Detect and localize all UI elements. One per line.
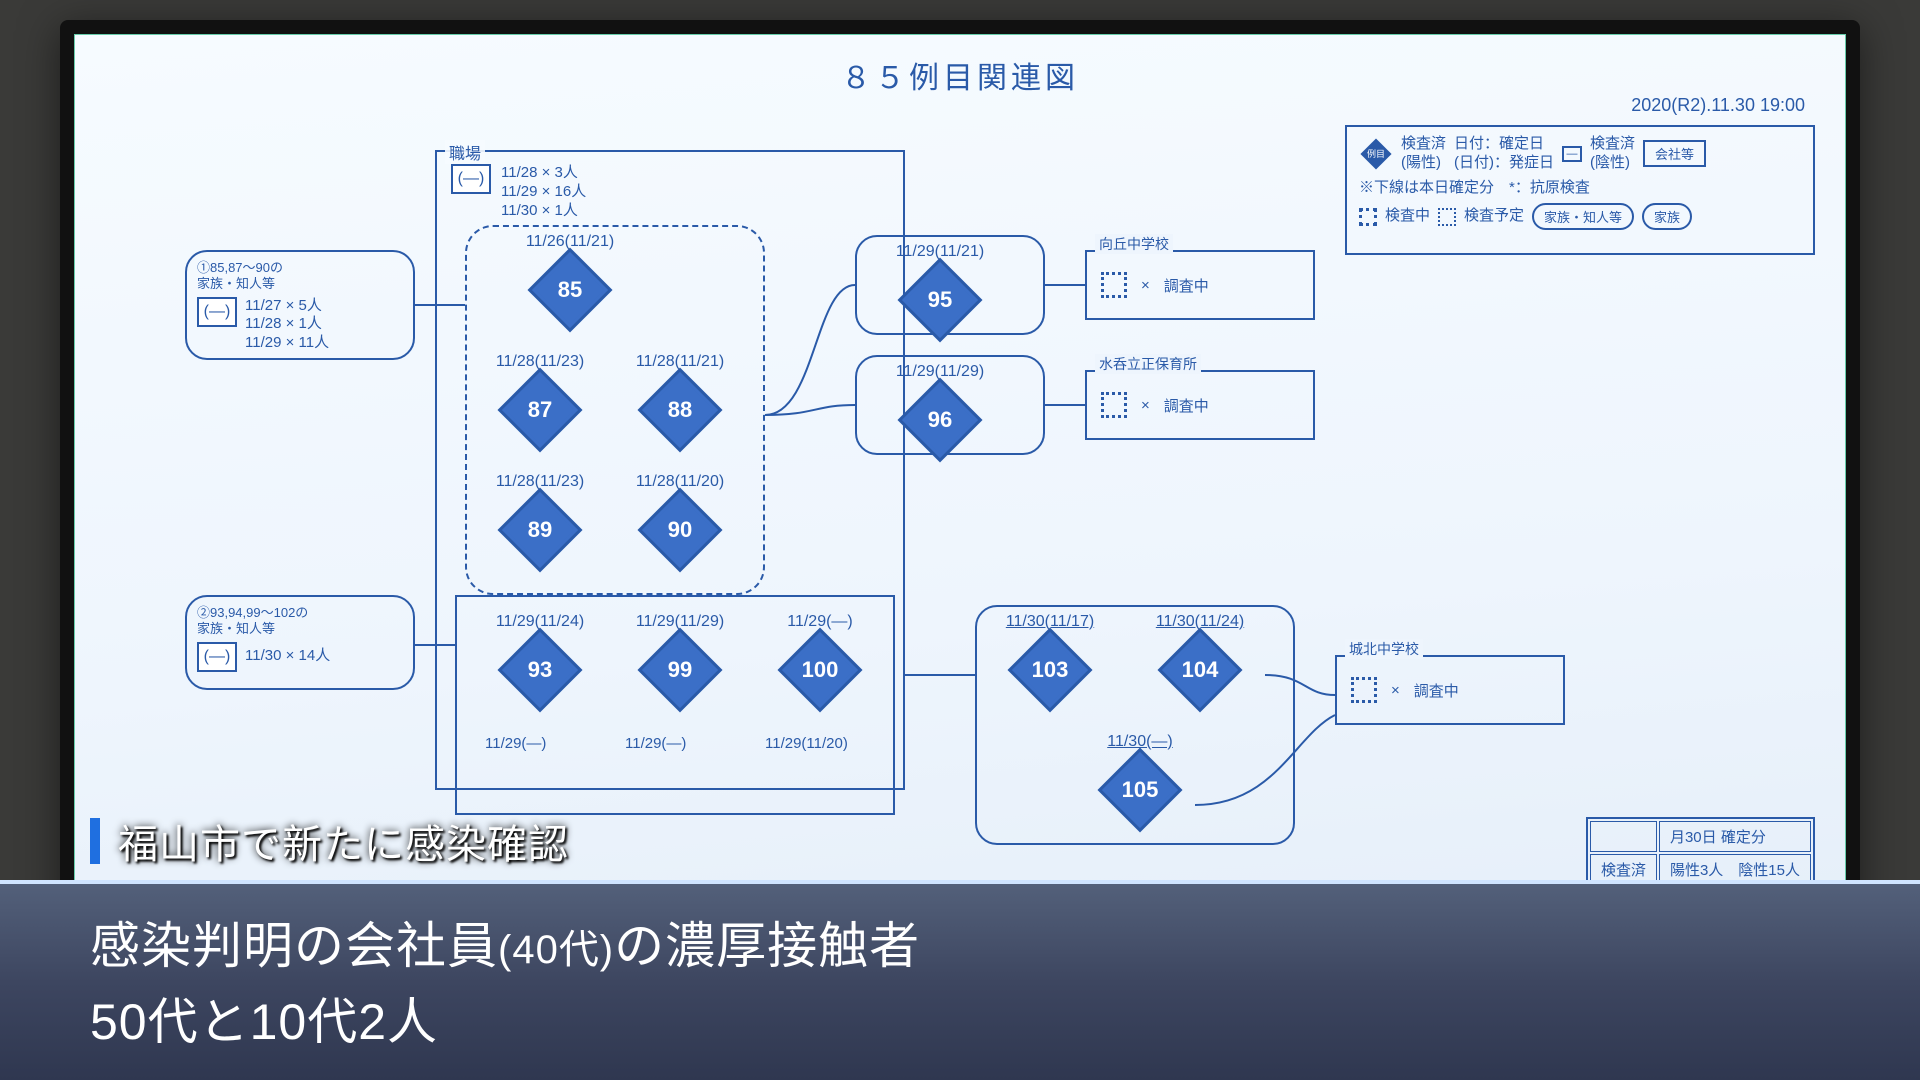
- case-104: 11/30(11/24)104: [1165, 635, 1235, 705]
- school-2-x: ×: [1391, 682, 1400, 699]
- case-89: 11/28(11/23)89: [505, 495, 575, 565]
- school-box-2: 城北中学校×調査中: [1335, 655, 1565, 725]
- case-105: 11/30(―)105: [1105, 755, 1175, 825]
- case-93-num: 93: [505, 657, 575, 683]
- news-tag-text: 福山市で新たに感染確認: [118, 812, 569, 870]
- case-90: 11/28(11/20)90: [645, 495, 715, 565]
- side-box-2: ②93,94,99～102の 家族・知人等 (―) 11/30 × 14人: [185, 595, 415, 690]
- case-99-num: 99: [645, 657, 715, 683]
- school-box-0: 向丘中学校×調査中: [1085, 250, 1315, 320]
- school-2-name: 城北中学校: [1345, 639, 1423, 659]
- school-1-icon: [1101, 392, 1127, 418]
- slide-timestamp: 2020(R2).11.30 19:00: [1631, 95, 1805, 116]
- news-line1-c: の濃厚接触者: [614, 918, 920, 974]
- workplace-neg-lines: 11/28 × 3人 11/29 × 16人 11/30 × 1人: [501, 164, 586, 220]
- case-103: 11/30(11/17)103: [1015, 635, 1085, 705]
- news-band: 感染判明の会社員(40代)の濃厚接触者 50代と10代2人: [0, 880, 1920, 1080]
- slide-title: ８５例目関連図: [75, 53, 1845, 97]
- school-box-1: 水呑立正保育所×調査中: [1085, 370, 1315, 440]
- case-96-num: 96: [905, 407, 975, 433]
- legend-scheduled-icon: [1438, 208, 1456, 226]
- stats-r1c2: 月30日 確定分: [1659, 821, 1811, 852]
- case-95-num: 95: [905, 287, 975, 313]
- legend-note: ※下線は本日確定分 *：抗原検査: [1359, 179, 1590, 198]
- side-box-1-lines: 11/27 × 5人 11/28 × 1人 11/29 × 11人: [245, 297, 329, 353]
- legend-scheduled-label: 検査予定: [1464, 207, 1524, 226]
- case-103-num: 103: [1015, 657, 1085, 683]
- case-88: 11/28(11/21)88: [645, 375, 715, 445]
- legend-date-label: 日付：確定日 (日付)：発症日: [1454, 135, 1554, 173]
- legend-company-tag: 会社等: [1643, 140, 1706, 167]
- row4-date-2: 11/29(11/20): [765, 735, 848, 754]
- news-tag: 福山市で新たに感染確認: [90, 812, 569, 870]
- case-87: 11/28(11/23)87: [505, 375, 575, 445]
- stats-r1c1: [1590, 821, 1657, 852]
- school-1-x: ×: [1141, 397, 1150, 414]
- workplace-header: 職場: [445, 140, 485, 164]
- school-2-status: 調査中: [1414, 680, 1459, 701]
- side-box-1: ①85,87～90の 家族・知人等 (―) 11/27 × 5人 11/28 ×…: [185, 250, 415, 360]
- case-100-num: 100: [785, 657, 855, 683]
- legend-negative-label: 検査済 (陰性): [1590, 135, 1635, 173]
- news-line1-a: 感染判明の会社員: [90, 918, 498, 974]
- workplace-neg-icon: (―): [451, 164, 491, 194]
- legend-family-tag: 家族: [1642, 203, 1692, 230]
- side-box-2-header: ②93,94,99～102の 家族・知人等: [197, 605, 403, 638]
- legend-testing-label: 検査中: [1385, 207, 1430, 226]
- legend-positive-label: 検査済 (陽性): [1401, 135, 1446, 173]
- side-box-2-lines: 11/30 × 14人: [245, 647, 330, 666]
- legend-positive-icon: 例目: [1360, 138, 1391, 169]
- side-box-1-neg-icon: (―): [197, 297, 237, 327]
- case-95: 11/29(11/21)95: [905, 265, 975, 335]
- case-93: 11/29(11/24)93: [505, 635, 575, 705]
- case-96: 11/29(11/29)96: [905, 385, 975, 455]
- school-0-status: 調査中: [1164, 275, 1209, 296]
- side-box-2-neg-icon: (―): [197, 642, 237, 672]
- side-box-1-header: ①85,87～90の 家族・知人等: [197, 260, 403, 293]
- news-tag-bar: [90, 818, 100, 864]
- case-89-num: 89: [505, 517, 575, 543]
- row4-date-0: 11/29(―): [485, 735, 546, 754]
- case-100: 11/29(―)100: [785, 635, 855, 705]
- news-line2: 50代と10代2人: [90, 982, 1860, 1054]
- case-105-num: 105: [1105, 777, 1175, 803]
- case-85-num: 85: [535, 277, 605, 303]
- case-85: 11/26(11/21)85: [535, 255, 605, 325]
- school-1-name: 水呑立正保育所: [1095, 354, 1201, 374]
- case-88-num: 88: [645, 397, 715, 423]
- case-90-num: 90: [645, 517, 715, 543]
- school-0-icon: [1101, 272, 1127, 298]
- case-99: 11/29(11/29)99: [645, 635, 715, 705]
- school-0-x: ×: [1141, 277, 1150, 294]
- school-0-name: 向丘中学校: [1095, 234, 1173, 254]
- school-2-icon: [1351, 677, 1377, 703]
- row4-date-1: 11/29(―): [625, 735, 686, 754]
- news-line1: 感染判明の会社員(40代)の濃厚接触者: [90, 906, 1860, 978]
- legend-negative-icon: ―: [1562, 146, 1582, 162]
- case-104-num: 104: [1165, 657, 1235, 683]
- legend-box: 例目 検査済 (陽性) 日付：確定日 (日付)：発症日 ― 検査済 (陰性) 会…: [1345, 125, 1815, 255]
- case-87-num: 87: [505, 397, 575, 423]
- legend-family-acq-tag: 家族・知人等: [1532, 203, 1634, 230]
- legend-testing-icon: [1359, 208, 1377, 226]
- school-1-status: 調査中: [1164, 395, 1209, 416]
- news-line1-b: (40代): [498, 928, 614, 972]
